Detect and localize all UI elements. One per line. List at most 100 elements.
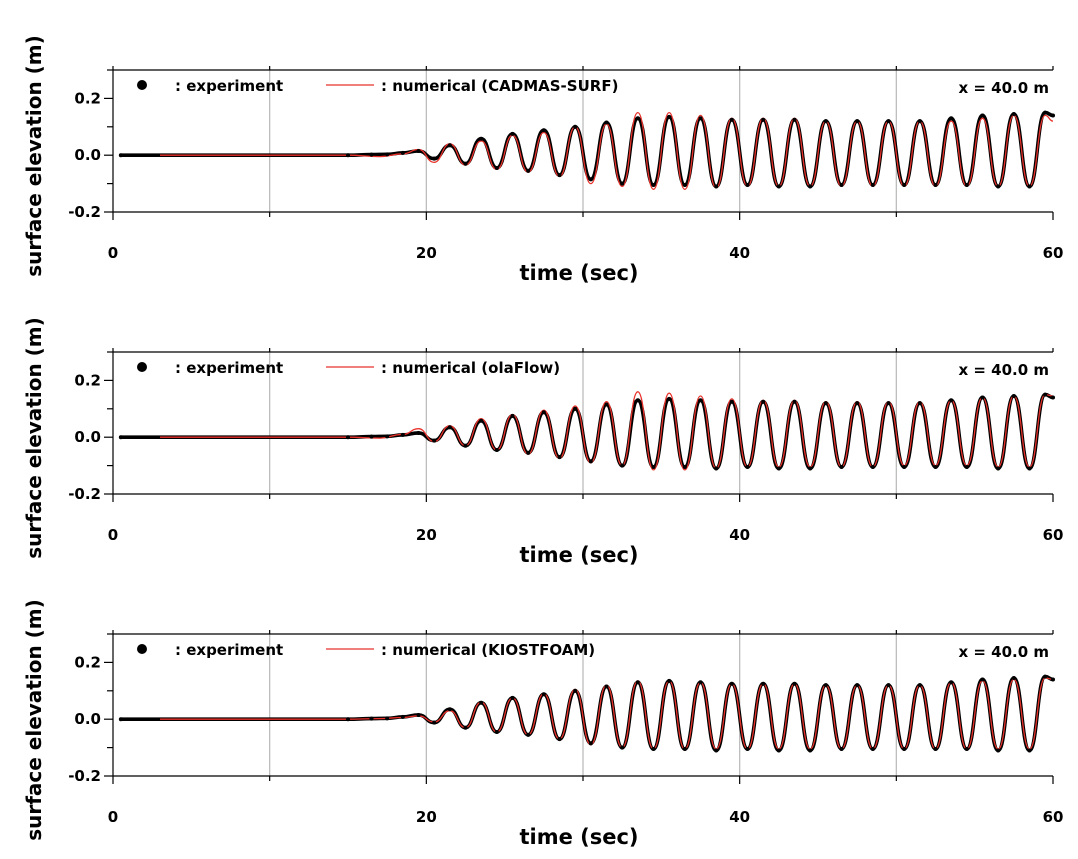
- x-tick-label: 40: [729, 808, 750, 826]
- data-point-experiment: [1051, 677, 1055, 682]
- x-axis-label: time (sec): [519, 543, 638, 567]
- y-tick-label: 0.0: [74, 428, 101, 446]
- data-point-experiment: [682, 747, 687, 752]
- data-point-experiment: [494, 165, 499, 170]
- y-axis-label: surface elevation (m): [22, 599, 46, 841]
- y-axis-label: surface elevation (m): [22, 35, 46, 277]
- data-point-experiment: [541, 128, 546, 133]
- data-point-experiment: [620, 181, 625, 186]
- data-point-experiment: [933, 465, 938, 470]
- data-point-experiment: [855, 683, 860, 688]
- data-point-experiment: [385, 152, 390, 157]
- data-point-experiment: [1043, 392, 1048, 397]
- y-tick-label: -0.2: [68, 485, 101, 503]
- chart-panel-2: 0 20 40 60 0.2 0.0 -0.2 time (sec) surface eleva…: [22, 317, 1063, 567]
- data-point-experiment: [510, 695, 515, 700]
- data-point-experiment: [776, 184, 781, 189]
- data-point-experiment: [667, 114, 672, 119]
- data-point-experiment: [604, 402, 609, 407]
- data-point-experiment: [933, 183, 938, 188]
- data-point-experiment: [369, 434, 374, 439]
- data-point-experiment: [996, 184, 1001, 189]
- data-point-experiment: [839, 183, 844, 188]
- data-point-experiment: [557, 455, 562, 460]
- data-point-experiment: [479, 418, 484, 423]
- data-point-experiment: [761, 681, 766, 686]
- data-point-experiment: [463, 443, 468, 448]
- data-point-experiment: [620, 745, 625, 750]
- legend-marker-experiment: [137, 80, 147, 90]
- data-point-experiment: [667, 396, 672, 401]
- data-point-experiment: [964, 747, 969, 752]
- data-point-experiment: [808, 748, 813, 753]
- y-tick-label: 0.2: [74, 371, 101, 389]
- legend-label-numerical: : numerical (olaFlow): [381, 359, 560, 377]
- location-annotation: x = 40.0 m: [958, 643, 1049, 661]
- data-point-experiment: [651, 465, 656, 470]
- data-point-experiment: [557, 173, 562, 178]
- data-point-experiment: [1011, 112, 1016, 117]
- data-point-experiment: [635, 398, 640, 403]
- data-point-experiment: [541, 410, 546, 415]
- data-point-experiment: [416, 148, 421, 153]
- data-point-experiment: [745, 747, 750, 752]
- data-point-experiment: [980, 395, 985, 400]
- data-point-experiment: [432, 156, 437, 161]
- data-point-experiment: [385, 434, 390, 439]
- legend-label-experiment: : experiment: [175, 641, 283, 659]
- data-point-experiment: [651, 747, 656, 752]
- data-point-experiment: [855, 401, 860, 406]
- data-point-experiment: [369, 152, 374, 157]
- data-point-experiment: [886, 401, 891, 406]
- data-point-experiment: [346, 435, 350, 440]
- data-point-experiment: [385, 716, 390, 721]
- data-point-experiment: [933, 747, 938, 752]
- data-point-experiment: [346, 153, 350, 158]
- data-point-experiment: [682, 183, 687, 188]
- data-point-experiment: [1043, 110, 1048, 115]
- data-point-experiment: [1051, 395, 1055, 400]
- data-point-experiment: [541, 692, 546, 697]
- data-point-experiment: [447, 425, 452, 430]
- y-tick-label: 0.2: [74, 653, 101, 671]
- data-point-experiment: [761, 399, 766, 404]
- data-point-experiment: [870, 465, 875, 470]
- x-axis-label: time (sec): [519, 825, 638, 849]
- data-point-experiment: [1027, 184, 1032, 189]
- chart-panel-3: 0 20 40 60 0.2 0.0 -0.2 time (sec) surface eleva…: [22, 599, 1063, 849]
- data-point-experiment: [479, 700, 484, 705]
- y-tick-label: -0.2: [68, 203, 101, 221]
- data-point-experiment: [635, 680, 640, 685]
- data-point-experiment: [698, 680, 703, 685]
- data-point-experiment: [573, 688, 578, 693]
- data-point-experiment: [949, 680, 954, 685]
- data-point-experiment: [839, 465, 844, 470]
- x-tick-label: 20: [416, 808, 437, 826]
- data-point-experiment: [1043, 674, 1048, 679]
- data-point-experiment: [917, 119, 922, 124]
- data-point-experiment: [808, 466, 813, 471]
- data-point-experiment: [855, 119, 860, 124]
- data-point-experiment: [447, 143, 452, 148]
- y-tick-label: 0.0: [74, 146, 101, 164]
- data-point-experiment: [494, 729, 499, 734]
- legend-marker-experiment: [137, 362, 147, 372]
- data-point-experiment: [823, 119, 828, 124]
- data-point-experiment: [510, 413, 515, 418]
- location-annotation: x = 40.0 m: [958, 361, 1049, 379]
- data-point-experiment: [902, 747, 907, 752]
- data-point-experiment: [698, 398, 703, 403]
- data-point-experiment: [745, 183, 750, 188]
- data-point-experiment: [432, 720, 437, 725]
- data-point-experiment: [604, 120, 609, 125]
- data-point-experiment: [526, 732, 531, 737]
- data-point-experiment: [118, 717, 123, 722]
- data-point-experiment: [400, 432, 405, 437]
- y-tick-label: 0.2: [74, 89, 101, 107]
- data-point-experiment: [1011, 394, 1016, 399]
- data-point-experiment: [729, 399, 734, 404]
- data-point-experiment: [698, 116, 703, 121]
- legend-label-experiment: : experiment: [175, 77, 283, 95]
- data-point-experiment: [1027, 466, 1032, 471]
- data-point-experiment: [416, 712, 421, 717]
